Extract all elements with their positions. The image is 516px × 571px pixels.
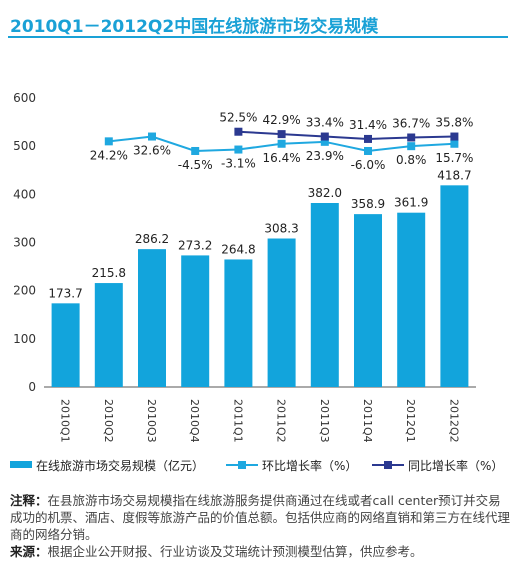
bar: [267, 238, 296, 387]
x-tick-label: 2011Q4: [361, 399, 374, 443]
qoq-point: [234, 145, 243, 154]
y-tick-label: 500: [13, 139, 36, 153]
qoq-label: 24.2%: [90, 148, 128, 162]
bar: [397, 212, 426, 387]
y-tick-label: 300: [13, 236, 36, 250]
x-tick-label: 2010Q1: [59, 399, 72, 443]
legend-qoq-label: 环比增长率（%）: [262, 458, 357, 473]
qoq-label: -4.5%: [178, 158, 213, 172]
yoy-point: [277, 130, 286, 139]
qoq-label: 32.6%: [133, 144, 171, 158]
qoq-label: -3.1%: [221, 157, 256, 171]
yoy-point: [234, 127, 243, 136]
chart-title: 2010Q1－2012Q2中国在线旅游市场交易规模: [10, 17, 379, 37]
x-tick-label: 2011Q1: [231, 399, 244, 443]
bar: [51, 303, 80, 387]
yoy-point: [407, 133, 416, 142]
qoq-label: -6.0%: [351, 158, 386, 172]
qoq-point: [148, 132, 156, 141]
bar: [224, 259, 253, 387]
bar-value-label: 264.8: [221, 242, 255, 256]
x-tick-label: 2011Q2: [275, 399, 288, 443]
bar: [354, 214, 382, 387]
note-text: 在县旅游市场交易规模指在线旅游服务提供商通过在线或者call center预订并…: [10, 493, 511, 542]
qoq-point: [104, 137, 113, 146]
qoq-label: 16.4%: [263, 151, 301, 165]
x-tick-label: 2010Q4: [188, 399, 201, 443]
bar: [94, 283, 123, 387]
yoy-label: 52.5%: [219, 111, 257, 125]
qoq-point: [277, 139, 286, 148]
yoy-label: 42.9%: [263, 113, 301, 127]
qoq-label: 23.9%: [306, 149, 344, 163]
qoq-point: [364, 146, 372, 155]
bar-value-label: 308.3: [264, 222, 298, 236]
bar-value-label: 418.7: [437, 168, 471, 182]
legend-yoy-marker: [384, 461, 392, 469]
qoq-point: [191, 146, 200, 155]
legend-qoq-marker: [238, 461, 246, 469]
yoy-label: 31.4%: [349, 118, 387, 132]
bar-value-label: 382.0: [308, 186, 342, 200]
bar-value-label: 173.7: [48, 286, 82, 300]
yoy-line: [238, 130, 455, 140]
x-tick-label: 2011Q3: [318, 399, 331, 443]
qoq-label: 15.7%: [435, 151, 473, 165]
legend-bar-swatch: [10, 461, 32, 468]
bar: [138, 249, 166, 387]
y-tick-label: 0: [28, 380, 36, 394]
source-label: 来源：: [10, 544, 48, 559]
note-line: 注释：在县旅游市场交易规模指在线旅游服务提供商通过在线或者call center…: [10, 492, 510, 543]
qoq-point: [450, 139, 459, 148]
qoq-point: [320, 137, 329, 146]
qoq-label: 0.8%: [396, 153, 427, 167]
yoy-point: [450, 132, 459, 141]
y-tick-label: 600: [13, 91, 36, 105]
x-tick-label: 2012Q2: [447, 399, 460, 443]
chart: 0 100 200 300 400 500 600 2010Q1 2010Q2 2010Q3 201…: [10, 91, 503, 473]
x-tick-label: 2010Q2: [102, 399, 115, 443]
source-line: 来源：根据企业公开财报、行业访谈及艾瑞统计预测模型估算，供应参考。: [10, 543, 510, 560]
bar-value-label: 361.9: [394, 196, 428, 210]
bar-value-label: 358.9: [351, 197, 385, 211]
bar-value-label: 286.2: [135, 232, 169, 246]
legend-yoy-label: 同比增长率（%）: [408, 458, 503, 473]
legend-bar-label: 在线旅游市场交易规模（亿元）: [36, 458, 204, 473]
x-tick-label: 2012Q1: [404, 399, 417, 443]
bar-value-label: 215.8: [92, 266, 126, 280]
bar: [310, 203, 339, 387]
qoq-point: [407, 142, 416, 151]
yoy-point: [364, 134, 372, 143]
bar-value-label: 273.2: [178, 238, 212, 252]
y-tick-label: 400: [13, 187, 36, 201]
notes: 注释：在县旅游市场交易规模指在线旅游服务提供商通过在线或者call center…: [10, 492, 510, 560]
bar: [181, 255, 210, 387]
source-text: 根据企业公开财报、行业访谈及艾瑞统计预测模型估算，供应参考。: [47, 544, 423, 559]
y-tick-label: 200: [13, 284, 36, 298]
title-divider: [8, 36, 508, 38]
yoy-label: 35.8%: [435, 116, 473, 130]
note-label: 注释：: [10, 493, 48, 508]
x-tick-label: 2010Q3: [145, 399, 158, 443]
yoy-point: [320, 132, 329, 141]
y-tick-label: 100: [13, 332, 36, 346]
yoy-label: 36.7%: [392, 116, 430, 130]
bar: [440, 185, 469, 387]
yoy-label: 33.4%: [306, 116, 344, 130]
